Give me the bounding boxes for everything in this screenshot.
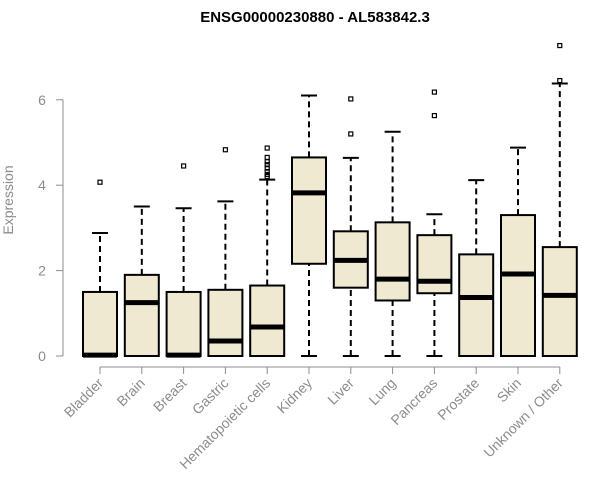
box-iqr xyxy=(82,290,118,358)
outlier-point xyxy=(264,145,270,151)
outlier-point xyxy=(348,96,354,102)
y-tick-label: 0 xyxy=(38,348,46,364)
box-iqr xyxy=(123,273,160,357)
box-bladder xyxy=(82,179,118,358)
y-tick-label: 6 xyxy=(38,92,46,108)
outlier-point xyxy=(181,163,187,169)
x-tick-label: Bladder xyxy=(61,375,107,421)
x-tick-label: Lung xyxy=(365,375,398,408)
x-tick-label: Brain xyxy=(113,375,147,409)
x-tick-label: Unknown / Other xyxy=(480,375,566,461)
outlier-point xyxy=(264,162,270,168)
box-plot-series xyxy=(82,42,578,358)
x-tick-label: Liver xyxy=(324,375,357,408)
box-iqr xyxy=(500,214,536,357)
box-iqr xyxy=(249,284,286,357)
outlier-point xyxy=(264,154,270,161)
box-iqr xyxy=(291,156,327,265)
y-axis: 0 2 4 6 xyxy=(38,92,64,364)
box-iqr xyxy=(541,246,578,357)
x-tick-label: Breast xyxy=(150,375,190,415)
box-iqr xyxy=(207,288,244,358)
chart-title: ENSG00000230880 - AL583842.3 xyxy=(200,9,430,26)
box-gastric xyxy=(207,147,244,358)
x-tick-label: Prostate xyxy=(434,375,482,423)
y-tick-label: 2 xyxy=(38,263,46,279)
box-unknown-other xyxy=(541,42,578,357)
box-pancreas xyxy=(416,89,453,357)
box-iqr xyxy=(416,234,453,295)
box-iqr xyxy=(458,253,495,357)
box-hematopoietic-cells xyxy=(249,145,286,357)
box-liver xyxy=(332,96,369,357)
outlier-point xyxy=(222,147,228,153)
y-axis-label: Expression xyxy=(0,165,16,234)
x-tick-label: Skin xyxy=(494,375,525,406)
outlier-point xyxy=(431,89,437,95)
outlier-point xyxy=(264,171,270,178)
box-skin xyxy=(500,146,536,357)
box-lung xyxy=(374,130,411,357)
outlier-point xyxy=(348,131,354,137)
box-breast xyxy=(165,163,202,358)
box-iqr xyxy=(165,290,202,358)
outlier-point xyxy=(431,112,437,119)
box-prostate xyxy=(458,179,495,357)
box-brain xyxy=(123,205,160,357)
outlier-point xyxy=(557,77,563,84)
box-kidney xyxy=(291,94,327,357)
box-iqr xyxy=(374,221,411,302)
x-tick-label: Kidney xyxy=(274,375,316,417)
outlier-point xyxy=(97,179,103,185)
y-tick-label: 4 xyxy=(38,177,46,193)
outlier-point xyxy=(557,42,563,49)
